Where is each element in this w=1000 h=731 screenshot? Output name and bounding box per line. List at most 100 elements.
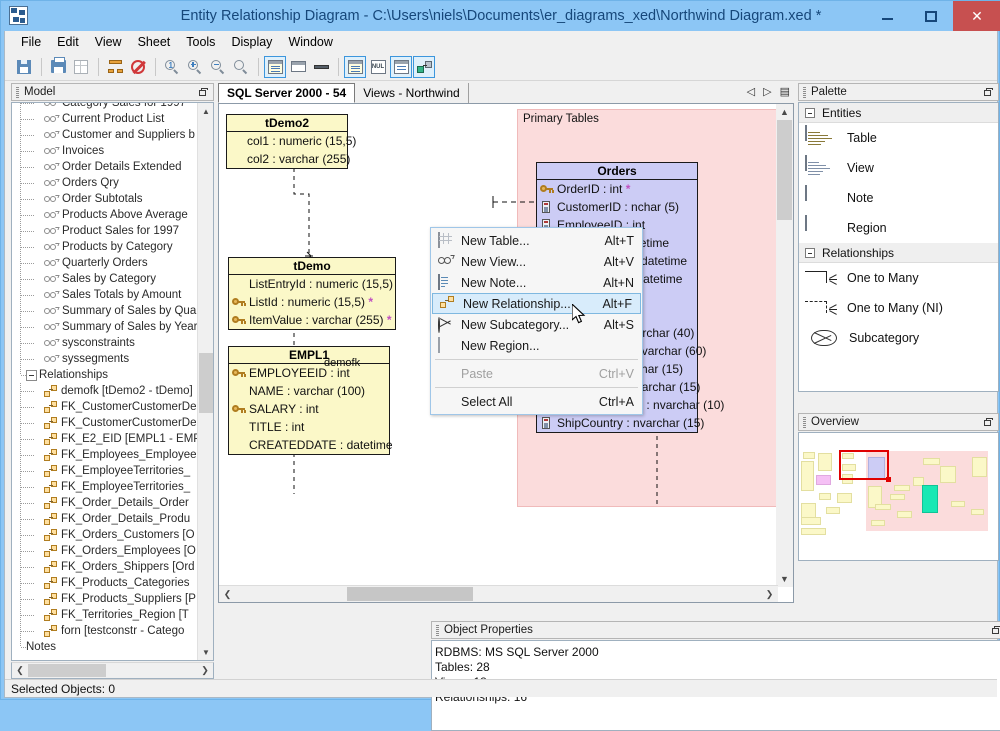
palette-group-relationships[interactable]: Relationships	[799, 243, 998, 263]
scroll-down-icon[interactable]: ▼	[780, 574, 789, 584]
tree-item[interactable]: FK_Territories_Region [T	[12, 607, 199, 623]
tree-item[interactable]: FK_Products_Suppliers [P	[12, 591, 199, 607]
overview-viewport-indicator[interactable]	[839, 450, 889, 480]
tree-item[interactable]: FK_EmployeeTerritories_	[12, 479, 199, 495]
tree-item[interactable]: Customer and Suppliers b	[12, 127, 199, 143]
tree-item[interactable]: Notes	[12, 639, 199, 652]
palette-item-one-to-many[interactable]: One to Many	[799, 263, 998, 293]
tree-item[interactable]: forn [testconstr - Catego	[12, 623, 199, 639]
menu-edit[interactable]: Edit	[57, 34, 79, 49]
tree-item[interactable]: Products by Category	[12, 239, 199, 255]
palette-group-entities[interactable]: Entities	[799, 103, 998, 123]
tree-item[interactable]: Category Sales for 1997	[12, 103, 199, 111]
scroll-right-icon[interactable]: ❯	[201, 665, 209, 675]
tree-item[interactable]: Summary of Sales by Year	[12, 319, 199, 335]
menu-file[interactable]: File	[21, 34, 42, 49]
tree-item[interactable]: Products Above Average	[12, 207, 199, 223]
scroll-down-icon[interactable]: ▼	[202, 647, 210, 657]
auto-layout-button[interactable]	[104, 56, 126, 78]
canvas-vertical-scrollbar[interactable]: ▲ ▼	[776, 104, 793, 587]
menu-tools[interactable]: Tools	[186, 34, 216, 49]
context-menu-item-new-table[interactable]: New Table... Alt+T	[431, 230, 642, 251]
tab-sql-server-2000[interactable]: SQL Server 2000 - 54	[218, 83, 356, 103]
tree-item[interactable]: FK_E2_EID [EMPL1 - EMP	[12, 431, 199, 447]
canvas-horizontal-scrollbar[interactable]: ❮ ❯	[219, 585, 778, 602]
tree-item[interactable]: Current Product List	[12, 111, 199, 127]
tree-vertical-scrollbar[interactable]: ▲ ▼	[197, 103, 213, 660]
tree-item[interactable]: Invoices	[12, 143, 199, 159]
float-icon[interactable]	[984, 418, 993, 426]
tree-item[interactable]: FK_Order_Details_Order	[12, 495, 199, 511]
scroll-left-icon[interactable]: ❮	[223, 588, 232, 599]
tree-item[interactable]: Product Sales for 1997	[12, 223, 199, 239]
palette-item-table[interactable]: Table	[799, 123, 998, 153]
maximize-button[interactable]	[909, 1, 953, 31]
float-icon[interactable]	[199, 88, 208, 96]
context-menu-item-new-view[interactable]: New View... Alt+V	[431, 251, 642, 272]
tree-item[interactable]: FK_CustomerCustomerDe	[12, 399, 199, 415]
tab-views-northwind[interactable]: Views - Northwind	[355, 83, 469, 103]
model-panel-titlebar[interactable]: Model	[11, 83, 214, 101]
tab-prev-icon[interactable]: ◁	[746, 86, 756, 98]
scroll-left-icon[interactable]: ❮	[16, 665, 24, 675]
scroll-thumb[interactable]	[777, 120, 792, 220]
no-drop-button[interactable]	[127, 56, 149, 78]
scroll-thumb[interactable]	[199, 353, 213, 413]
close-button[interactable]: ✕	[953, 1, 1000, 31]
tree-item[interactable]: syssegments	[12, 351, 199, 367]
tree-item[interactable]: FK_Orders_Employees [O	[12, 543, 199, 559]
tree-item[interactable]: Quarterly Orders	[12, 255, 199, 271]
show-view-columns-button[interactable]	[390, 55, 412, 78]
tab-next-icon[interactable]: ▷	[763, 86, 772, 98]
object-properties-titlebar[interactable]: Object Properties	[431, 621, 1000, 639]
scroll-thumb[interactable]	[28, 664, 106, 677]
tree-item[interactable]: FK_EmployeeTerritories_	[12, 463, 199, 479]
diagram-canvas-container[interactable]: Primary Tables	[218, 103, 794, 603]
minimize-button[interactable]	[865, 1, 909, 31]
scroll-up-icon[interactable]: ▲	[202, 106, 210, 116]
collapse-icon[interactable]	[805, 107, 815, 118]
zoom-out-button[interactable]	[207, 56, 229, 78]
palette-titlebar[interactable]: Palette	[798, 83, 999, 101]
tree-item[interactable]: FK_CustomerCustomerDe	[12, 415, 199, 431]
menu-sheet[interactable]: Sheet	[137, 34, 171, 49]
context-menu[interactable]: New Table... Alt+T New View... Alt+V New…	[430, 227, 643, 415]
float-icon[interactable]	[984, 88, 993, 96]
scroll-up-icon[interactable]: ▲	[780, 107, 789, 117]
palette-item-region[interactable]: Region	[799, 213, 998, 243]
overview-resize-handle[interactable]	[886, 477, 891, 482]
save-button[interactable]	[13, 56, 35, 78]
palette-item-subcategory[interactable]: Subcategory	[799, 323, 998, 353]
menu-display[interactable]: Display	[231, 34, 273, 49]
tree-item[interactable]: FK_Orders_Customers [O	[12, 527, 199, 543]
menu-view[interactable]: View	[94, 34, 122, 49]
context-menu-item-select-all[interactable]: Select All Ctrl+A	[431, 391, 642, 412]
show-columns-button[interactable]	[264, 55, 286, 78]
tree-item[interactable]: demofk [tDemo2 - tDemo]	[12, 383, 199, 399]
show-datatypes-button[interactable]	[344, 55, 366, 78]
drag-grip[interactable]	[436, 624, 439, 636]
entity-tdemo[interactable]: tDemo ListEntryId : numeric (15,5) ListI…	[228, 257, 396, 330]
collapse-icon[interactable]	[805, 247, 815, 258]
context-menu-item-new-region[interactable]: New Region...	[431, 335, 642, 356]
show-name-only-button[interactable]	[310, 56, 332, 78]
scroll-thumb[interactable]	[347, 587, 473, 601]
float-icon[interactable]	[992, 626, 1000, 634]
page-setup-button[interactable]	[70, 56, 92, 78]
drag-grip[interactable]	[803, 416, 806, 428]
show-nullability-button[interactable]: NUL	[367, 56, 389, 78]
context-menu-item-new-subcategory[interactable]: New Subcategory... Alt+S	[431, 314, 642, 335]
palette-item-one-to-many-ni[interactable]: One to Many (NI)	[799, 293, 998, 323]
tab-list-icon[interactable]: ▤	[779, 86, 790, 98]
tree-item[interactable]: Sales by Category	[12, 271, 199, 287]
palette-item-view[interactable]: View	[799, 153, 998, 183]
overview-body[interactable]	[798, 432, 999, 561]
scroll-right-icon[interactable]: ❯	[765, 588, 774, 599]
print-button[interactable]	[47, 56, 69, 78]
zoom-fit-button[interactable]	[230, 56, 252, 78]
tree-item[interactable]: FK_Products_Categories	[12, 575, 199, 591]
entity-empl1[interactable]: EMPL1 EMPLOYEEID : int NAME : varchar (1…	[228, 346, 393, 455]
entity-tdemo2[interactable]: tDemo2 col1 : numeric (15,5) col2 : varc…	[226, 114, 356, 169]
show-relationships-button[interactable]	[413, 55, 435, 78]
drag-grip[interactable]	[16, 86, 19, 98]
